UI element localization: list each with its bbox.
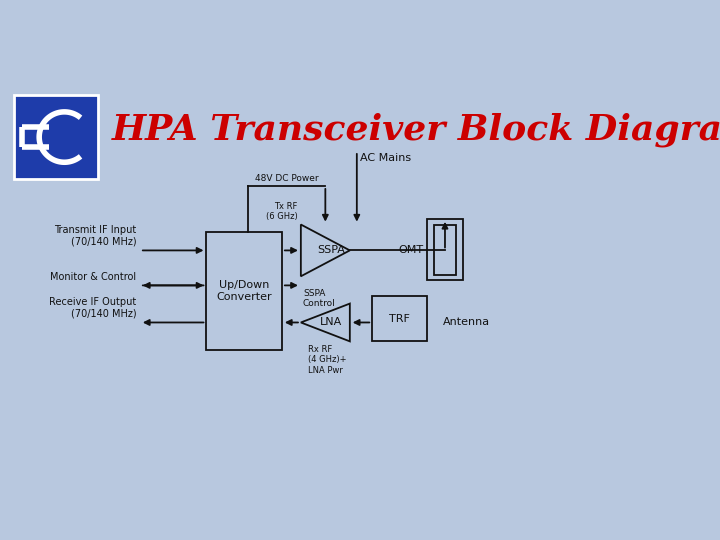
Text: AC Mains: AC Mains [360,153,411,163]
Text: HPA Transceiver Block Diagram: HPA Transceiver Block Diagram [112,113,720,147]
Text: 48V DC Power: 48V DC Power [255,174,318,183]
Text: Monitor & Control: Monitor & Control [50,272,136,282]
Bar [427,219,463,280]
Text: SSPA: SSPA [317,245,345,255]
Text: SSPA
Control: SSPA Control [303,289,336,308]
Text: Up/Down
Converter: Up/Down Converter [217,280,272,302]
Text: TRF: TRF [389,314,410,323]
Bar [433,225,456,275]
Text: Receive IF Output
(70/140 MHz): Receive IF Output (70/140 MHz) [49,298,136,319]
Text: Rx RF
(4 GHz)+
LNA Pwr: Rx RF (4 GHz)+ LNA Pwr [308,345,346,375]
Text: Transmit IF Input
(70/140 MHz): Transmit IF Input (70/140 MHz) [54,225,136,247]
Bar [207,232,282,350]
Text: Tx RF
(6 GHz): Tx RF (6 GHz) [266,201,297,221]
Text: LNA: LNA [320,318,342,327]
Bar [14,95,98,179]
Text: Antenna: Antenna [443,318,490,327]
Bar [372,296,427,341]
Text: OMT: OMT [398,245,423,255]
